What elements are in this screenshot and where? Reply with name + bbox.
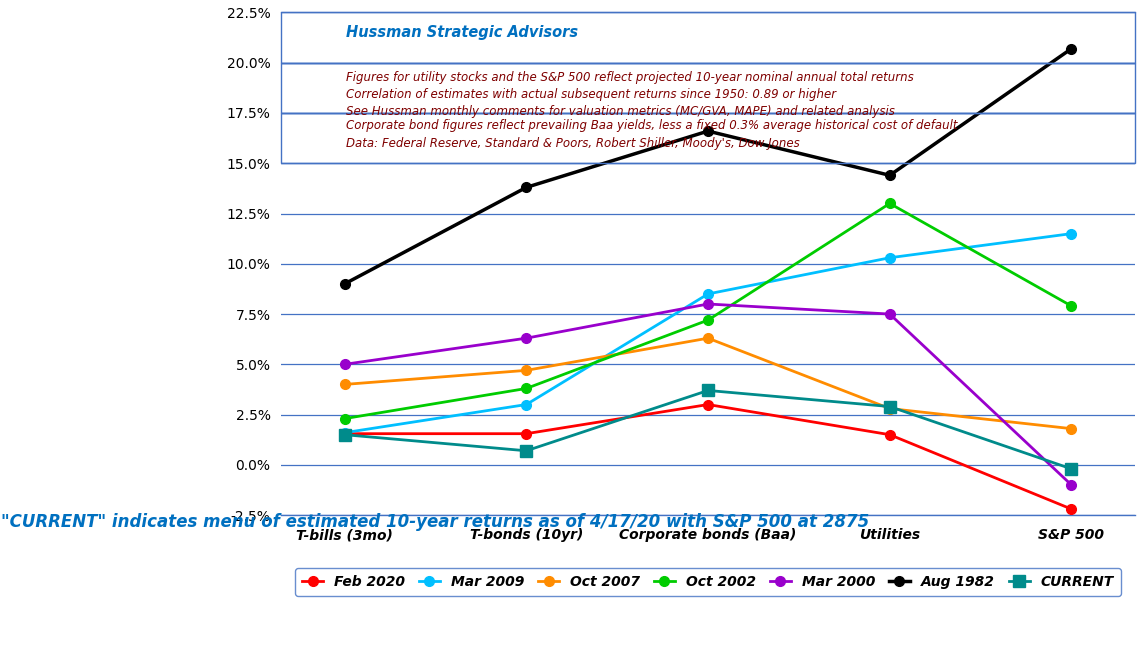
- Line: Oct 2002: Oct 2002: [340, 199, 1076, 424]
- CURRENT: [520, 447, 533, 455]
- Oct 2007: [1064, 424, 1078, 432]
- Bar: [281, 12, 1135, 63]
- Mar 2000: [701, 300, 715, 308]
- Line: Mar 2009: Mar 2009: [340, 229, 1076, 438]
- Oct 2002: [520, 384, 533, 392]
- Mar 2000: [520, 335, 533, 342]
- Mar 2009: [701, 290, 715, 298]
- Oct 2007: [338, 380, 352, 388]
- Feb 2020: [883, 431, 896, 439]
- Legend: Feb 2020, Mar 2009, Oct 2007, Oct 2002, Mar 2000, Aug 1982, CURRENT: Feb 2020, Mar 2009, Oct 2007, Oct 2002, …: [295, 568, 1121, 596]
- Oct 2007: [520, 367, 533, 375]
- Feb 2020: [701, 401, 715, 409]
- Oct 2002: [883, 199, 896, 207]
- Text: Correlation of estimates with actual subsequent returns since 1950: 0.89 or high: Correlation of estimates with actual sub…: [346, 88, 837, 101]
- Oct 2002: [338, 415, 352, 422]
- CURRENT: [1064, 465, 1078, 473]
- Oct 2007: [701, 335, 715, 342]
- Text: Corporate bond figures reflect prevailing Baa yields, less a fixed 0.3% average : Corporate bond figures reflect prevailin…: [346, 119, 958, 132]
- Bar: [281, 113, 1135, 163]
- Aug 1982: [520, 184, 533, 192]
- Aug 1982: [1064, 45, 1078, 52]
- Bar: [281, 63, 1135, 113]
- Line: Mar 2000: Mar 2000: [340, 299, 1076, 490]
- Feb 2020: [338, 430, 352, 438]
- Aug 1982: [701, 127, 715, 135]
- Mar 2009: [883, 254, 896, 262]
- Line: Feb 2020: Feb 2020: [340, 400, 1076, 514]
- Aug 1982: [338, 280, 352, 288]
- Text: "CURRENT" indicates menu of estimated 10-year returns as of 4/17/20 with S&P 500: "CURRENT" indicates menu of estimated 10…: [1, 512, 869, 531]
- Oct 2002: [701, 316, 715, 324]
- Mar 2009: [1064, 230, 1078, 237]
- Feb 2020: [520, 430, 533, 438]
- Text: Data: Federal Reserve, Standard & Poors, Robert Shiller, Moody's, Dow Jones: Data: Federal Reserve, Standard & Poors,…: [346, 137, 801, 150]
- Mar 2009: [338, 429, 352, 437]
- Mar 2000: [338, 360, 352, 368]
- Line: CURRENT: CURRENT: [339, 385, 1077, 474]
- CURRENT: [701, 386, 715, 394]
- Text: Figures for utility stocks and the S&P 500 reflect projected 10-year nominal ann: Figures for utility stocks and the S&P 5…: [346, 71, 915, 84]
- CURRENT: [338, 431, 352, 439]
- Text: See Hussman monthly comments for valuation metrics (MC/GVA, MAPE) and related an: See Hussman monthly comments for valuati…: [346, 105, 895, 118]
- Feb 2020: [1064, 505, 1078, 513]
- Oct 2002: [1064, 302, 1078, 310]
- CURRENT: [883, 403, 896, 411]
- Oct 2007: [883, 405, 896, 413]
- Mar 2000: [1064, 481, 1078, 489]
- Mar 2009: [520, 401, 533, 409]
- Line: Oct 2007: Oct 2007: [340, 333, 1076, 434]
- Mar 2000: [883, 310, 896, 318]
- Text: Hussman Strategic Advisors: Hussman Strategic Advisors: [346, 25, 579, 40]
- Aug 1982: [883, 171, 896, 179]
- Line: Aug 1982: Aug 1982: [340, 44, 1076, 289]
